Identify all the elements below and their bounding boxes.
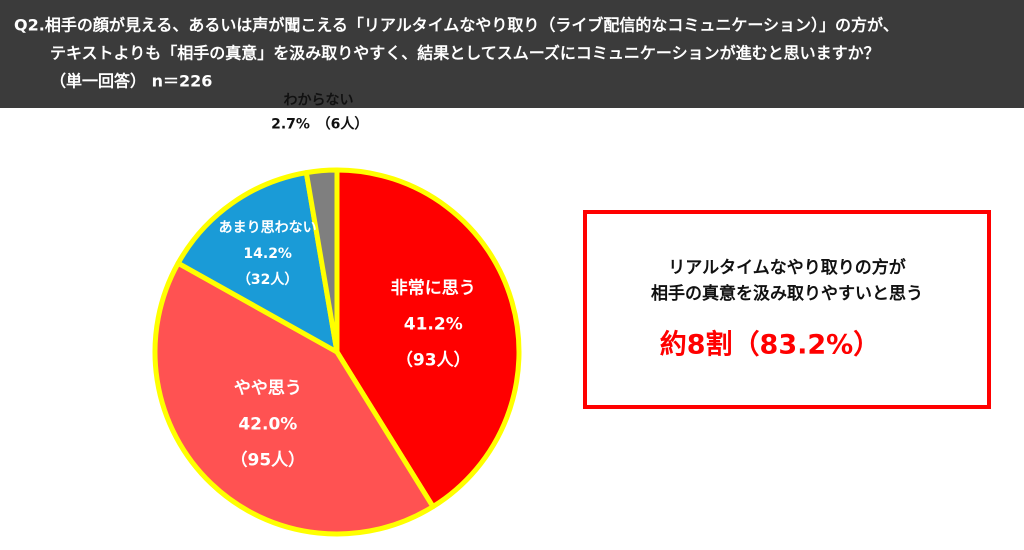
slice-label: あまり思わない [219, 220, 317, 236]
slice-value: 14.2% [243, 246, 292, 262]
slice-count: （95人） [231, 449, 306, 470]
pie-slice [303, 167, 340, 355]
callout-text: 相手の真意を汲み取りやすいと思う [651, 283, 923, 304]
callout-text: リアルタイムなやり取りの方が [668, 257, 906, 278]
slice-count: （6人） [317, 115, 369, 132]
slice-label: やや思う [234, 378, 302, 398]
slice-value: 41.2% [404, 315, 463, 335]
callout-box [583, 210, 991, 409]
slice-count: （93人） [396, 350, 471, 371]
title-line: （単一回答） n＝226 [50, 72, 212, 91]
title-line: テキストよりも「相手の真意」を汲み取りやすく、結果としてスムーズにコミュニケーシ… [50, 44, 880, 63]
slice-value: 42.0% [238, 414, 297, 434]
title-bar [0, 0, 1024, 108]
callout-highlight: 約8割（83.2%） [660, 329, 880, 361]
pie-slice [175, 170, 340, 355]
pie-slice [152, 260, 436, 537]
slice-label: 非常に思う [391, 278, 476, 299]
slice-count: （32人） [237, 271, 298, 288]
title-line: Q2.相手の顔が見える、あるいは声が聞こえる「リアルタイムなやり取り（ライブ配信… [14, 16, 899, 35]
slice-value: 2.7% [271, 116, 310, 132]
slice-label: わからない [284, 92, 354, 108]
